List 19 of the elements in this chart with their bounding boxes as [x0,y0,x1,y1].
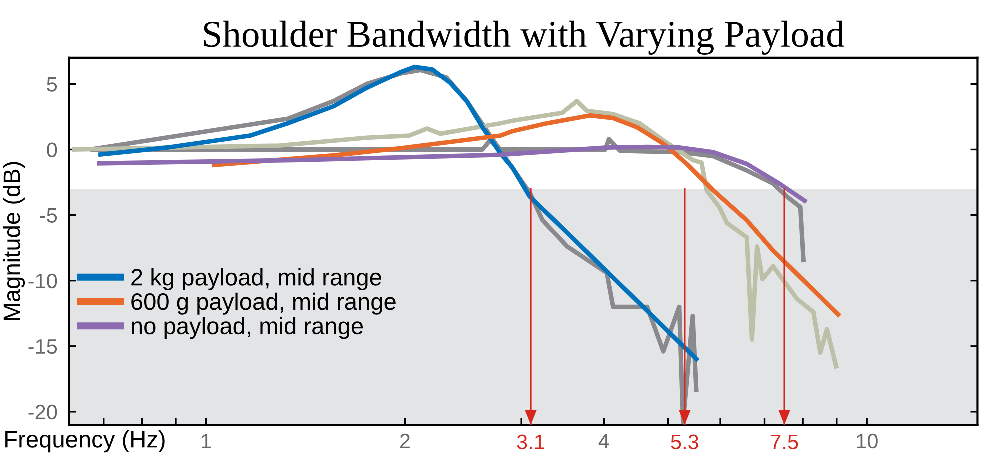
legend-label: 600 g payload, mid range [132,292,396,315]
x-tick-label: 10 [857,434,878,449]
y-tick-label: 0 [47,142,58,158]
x-tick-label: 2 [400,434,410,448]
ref-line-label: 5.3 [671,434,698,450]
chart-title: Shoulder Bandwidth with Varying Payload [204,20,844,55]
x-tick-label: 1 [202,434,212,448]
ref-line-label: 7.5 [771,434,798,450]
ref-line-label: 3.1 [517,434,544,450]
y-axis-title: Magnitude (dB) [3,162,26,320]
y-tick-label: 5 [47,77,58,92]
y-tick-label: -20 [28,404,58,420]
x-tick-label: 4 [598,434,610,448]
legend-label: no payload, mid range [132,317,364,340]
y-tick-label: -10 [28,274,58,289]
legend-label: 2 kg payload, mid range [132,268,382,291]
x-axis-title: Frequency (Hz) [6,430,165,453]
y-tick-label: -5 [40,208,58,224]
y-tick-label: -15 [28,340,58,354]
